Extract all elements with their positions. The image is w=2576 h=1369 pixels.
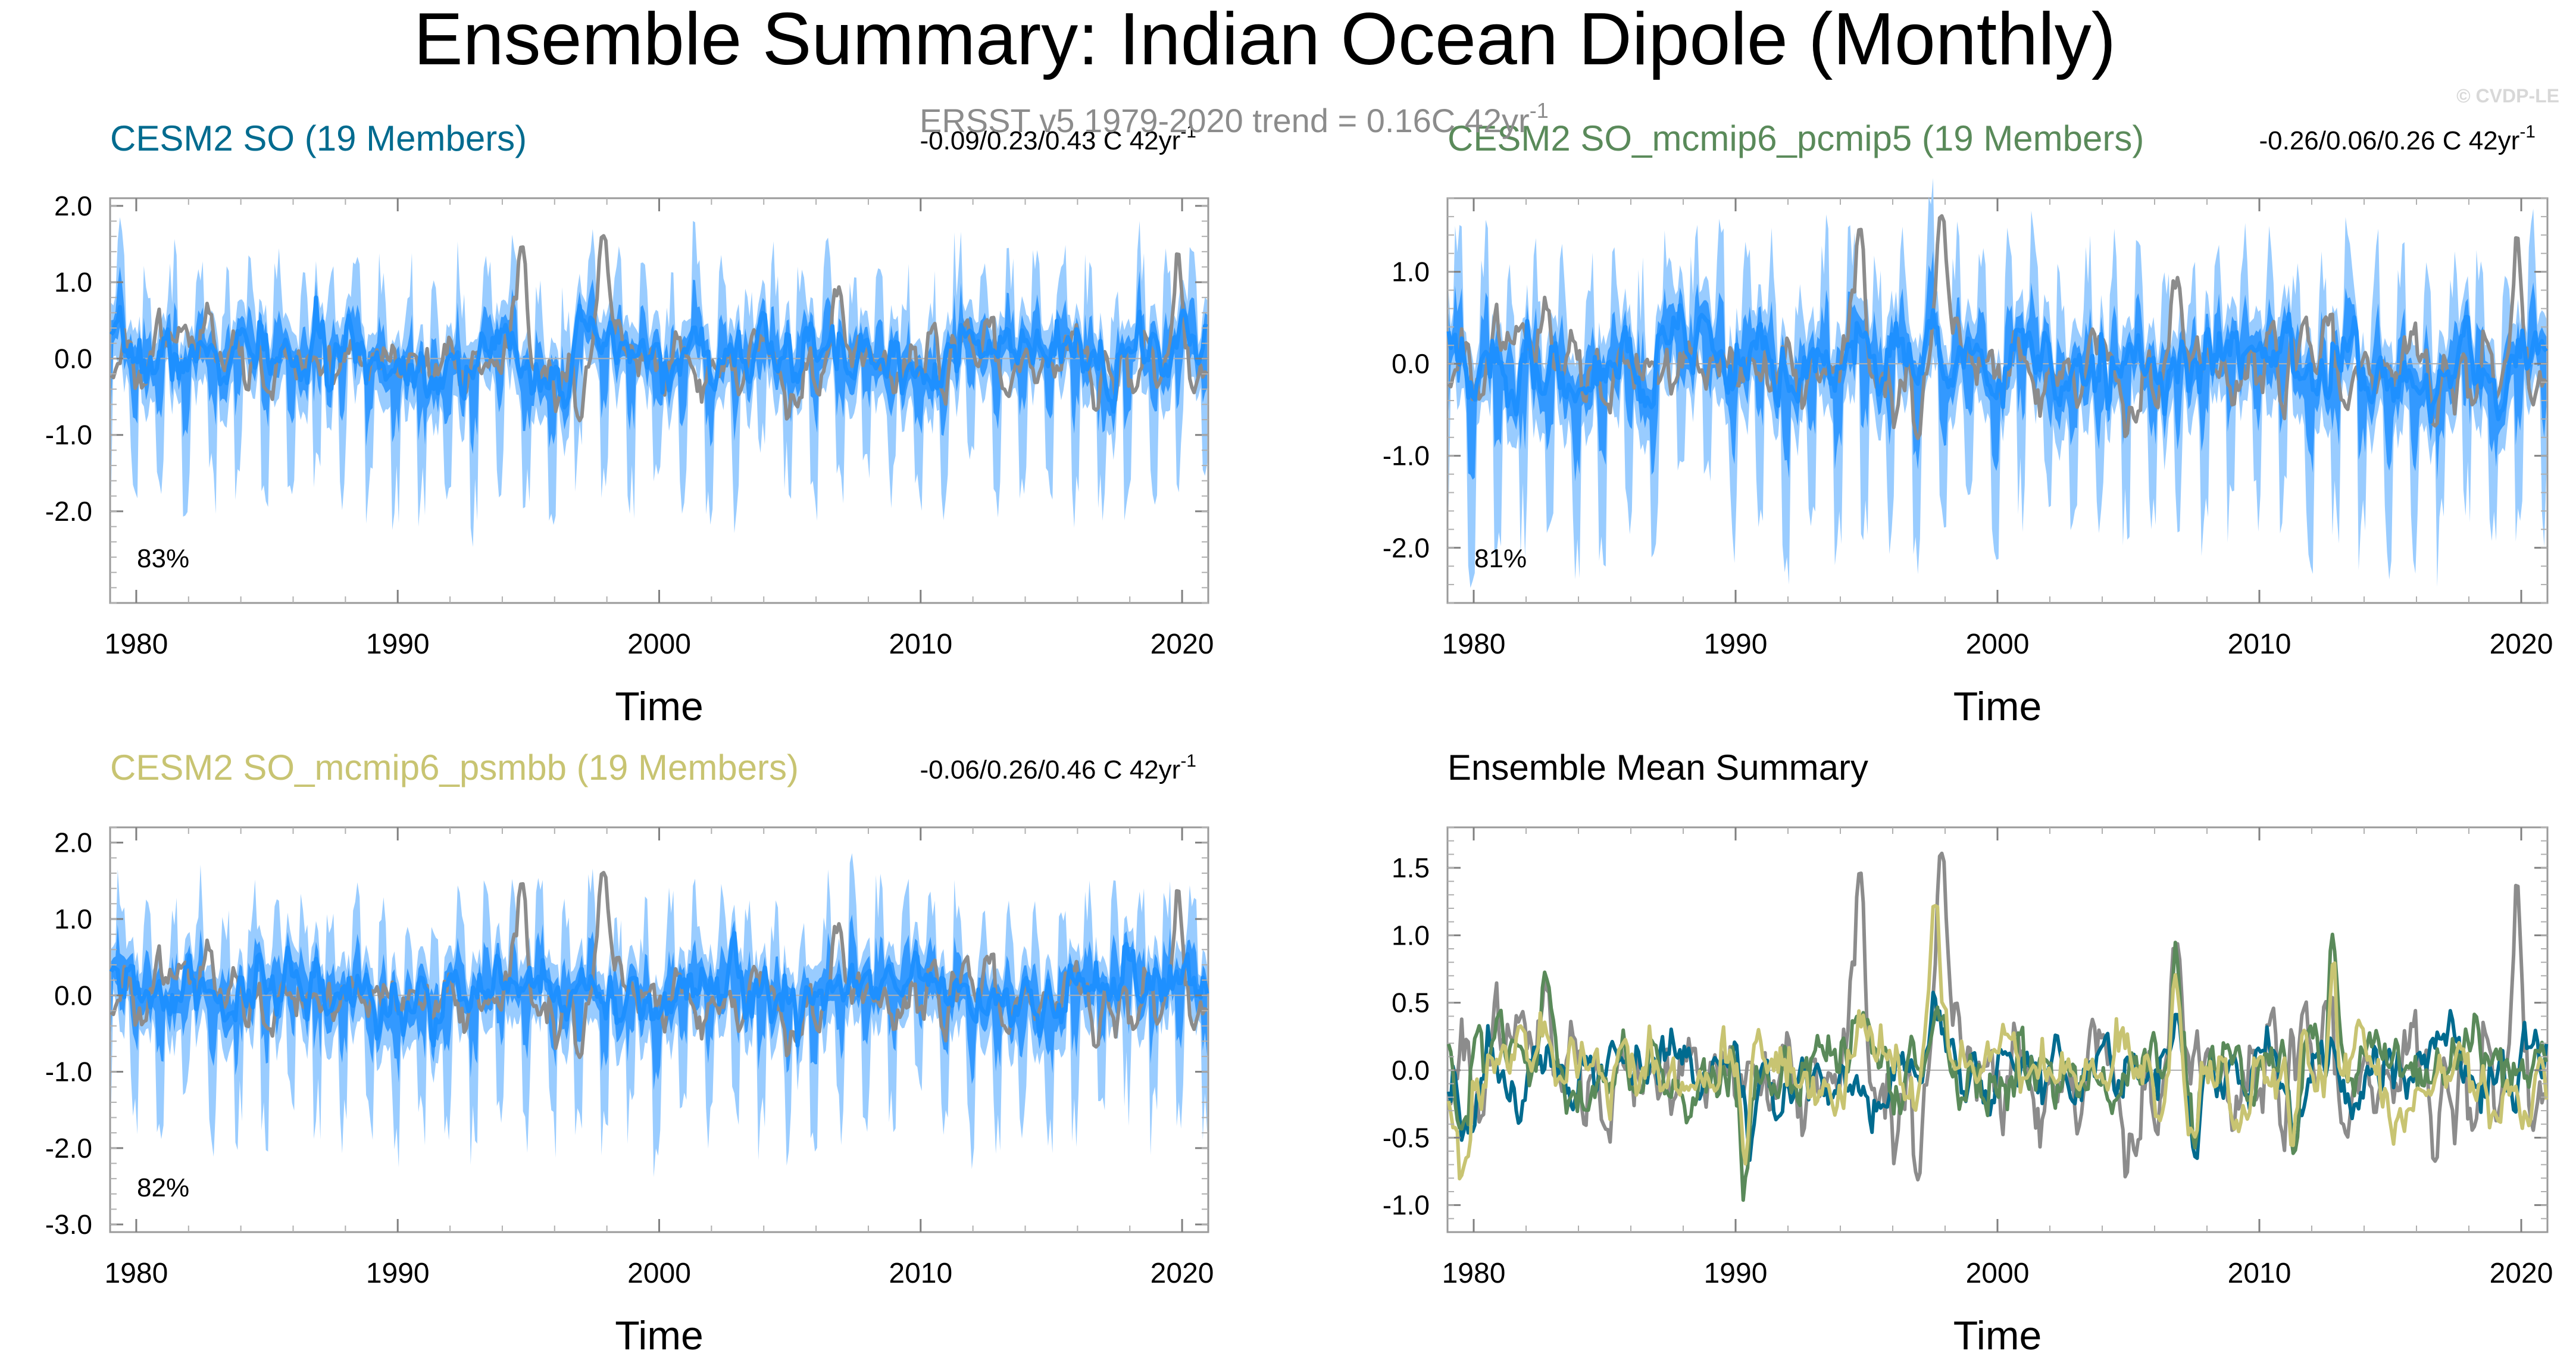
chart1-xtick-label: 1990 xyxy=(1704,629,1768,660)
chart0-ytick-label: 0.0 xyxy=(54,343,92,374)
chart3-xtick-label: 1980 xyxy=(1442,1258,1506,1289)
chart1-ensemble-mean-line xyxy=(1446,303,2548,424)
watermark: © CVDP-LE xyxy=(2456,85,2559,107)
chart1-ytick-label: -2.0 xyxy=(1383,532,1430,563)
chart0-xtick-label: 2010 xyxy=(889,629,952,660)
chart0-xlabel: Time xyxy=(615,684,704,729)
chart2-trend-label: -0.06/0.26/0.46 C 42yr-1 xyxy=(920,751,1196,784)
chart3-plot-frame xyxy=(1446,826,2549,1233)
chart2-xlabel: Time xyxy=(615,1313,704,1358)
chart1-trend-superscript: -1 xyxy=(2519,122,2536,142)
chart1-xtick-label: 2020 xyxy=(2490,629,2553,660)
chart0-trend-label: -0.09/0.23/0.43 C 42yr-1 xyxy=(920,122,1196,155)
chart2-xtick-label: 2020 xyxy=(1151,1258,1214,1289)
chart0-xtick-label: 2020 xyxy=(1151,629,1214,660)
chart0-trend-text: -0.09/0.23/0.43 C 42yr xyxy=(920,126,1180,155)
figure-title: Ensemble Summary: Indian Ocean Dipole (M… xyxy=(414,0,2116,80)
chart1-percent-label: 81% xyxy=(1474,544,1527,573)
chart0-ensemble-mean-line xyxy=(110,295,1208,414)
chart3-ytick-label: 0.5 xyxy=(1392,987,1430,1018)
chart3-xtick-label: 1990 xyxy=(1704,1258,1768,1289)
chart3-title: Ensemble Mean Summary xyxy=(1448,748,1868,787)
chart1-xlabel: Time xyxy=(1953,684,2042,729)
subtitle-superscript: -1 xyxy=(1530,98,1549,123)
chart0-ytick-label: -2.0 xyxy=(45,496,92,527)
chart0-xtick-label: 2000 xyxy=(627,629,691,660)
chart1-band-inner xyxy=(1448,251,2547,482)
chart3-observed-line xyxy=(1447,851,2548,1182)
chart2-ytick-label: -1.0 xyxy=(45,1057,92,1087)
chart0-percent-label: 83% xyxy=(137,544,189,573)
chart2-trend-text: -0.06/0.26/0.46 C 42yr xyxy=(920,755,1180,784)
panel-cesm2-so: CESM2 SO (19 Members) -0.09/0.23/0.43 C 4… xyxy=(45,118,1214,729)
chart3-series-line-2 xyxy=(1446,932,2549,1202)
chart2-title: CESM2 SO_mcmip6_psmbb (19 Members) xyxy=(110,748,799,787)
chart2-ensemble-mean-line xyxy=(109,931,1209,1048)
chart3-series-line-3 xyxy=(1446,904,2549,1181)
chart2-ytick-label: -2.0 xyxy=(45,1133,92,1164)
chart1-trend-label: -0.26/0.06/0.26 C 42yr-1 xyxy=(2259,122,2536,155)
chart0-ytick-label: 1.0 xyxy=(54,267,92,298)
chart3-ytick-label: 1.5 xyxy=(1392,852,1430,883)
chart2-xtick-label: 1980 xyxy=(105,1258,168,1289)
chart0-xtick-label: 1980 xyxy=(105,629,168,660)
chart1-ytick-label: 1.0 xyxy=(1392,257,1430,287)
chart2-ytick-label: 1.0 xyxy=(54,904,92,934)
chart3-xlabel: Time xyxy=(1953,1313,2042,1358)
chart1-trend-text: -0.26/0.06/0.26 C 42yr xyxy=(2259,126,2519,155)
chart1-ytick-label: -1.0 xyxy=(1383,440,1430,471)
chart2-xtick-label: 2000 xyxy=(627,1258,691,1289)
chart3-series-line-1 xyxy=(1446,990,2549,1162)
chart2-ytick-label: -3.0 xyxy=(45,1209,92,1240)
panel-cesm2-so-mcmip6-pcmip5: CESM2 SO_mcmip6_pcmip5 (19 Members) -0.26… xyxy=(1383,118,2553,729)
chart2-trend-superscript: -1 xyxy=(1180,751,1196,771)
chart2-band-inner xyxy=(111,914,1208,1090)
chart1-title: CESM2 SO_mcmip6_pcmip5 (19 Members) xyxy=(1448,118,2144,158)
chart3-ytick-label: 0.0 xyxy=(1392,1055,1430,1086)
chart0-trend-superscript: -1 xyxy=(1180,122,1196,142)
chart2-ytick-label: 0.0 xyxy=(54,980,92,1011)
chart2-ytick-label: 2.0 xyxy=(54,827,92,858)
subtitle-text: ERSST v5 1979-2020 trend = 0.16C 42yr xyxy=(920,102,1530,139)
chart1-ytick-label: 0.0 xyxy=(1392,348,1430,379)
panel-cesm2-so-mcmip6-psmbb: CESM2 SO_mcmip6_psmbb (19 Members) -0.06/… xyxy=(45,748,1214,1358)
chart3-xtick-label: 2010 xyxy=(2228,1258,2291,1289)
chart0-title: CESM2 SO (19 Members) xyxy=(110,118,527,158)
chart3-ytick-label: 1.0 xyxy=(1392,920,1430,951)
chart3-ytick-label: -0.5 xyxy=(1383,1122,1430,1153)
chart3-xtick-label: 2020 xyxy=(2490,1258,2553,1289)
chart2-xtick-label: 2010 xyxy=(889,1258,952,1289)
chart1-xtick-label: 1980 xyxy=(1442,629,1506,660)
chart1-xtick-label: 2010 xyxy=(2228,629,2291,660)
chart1-xtick-label: 2000 xyxy=(1966,629,2030,660)
chart3-xtick-label: 2000 xyxy=(1966,1258,2030,1289)
chart2-xtick-label: 1990 xyxy=(366,1258,430,1289)
chart2-observed-line xyxy=(110,871,1209,1059)
figure-subtitle: ERSST v5 1979-2020 trend = 0.16C 42yr-1 xyxy=(920,98,1549,139)
chart0-ytick-label: 2.0 xyxy=(54,190,92,221)
chart0-xtick-label: 1990 xyxy=(366,629,430,660)
chart0-ytick-label: -1.0 xyxy=(45,420,92,451)
panel-ensemble-mean-summary: Ensemble Mean Summary -1.0 -0.5 0.0 0.5 1.0 1.… xyxy=(1383,748,2553,1358)
chart2-percent-label: 82% xyxy=(137,1173,189,1202)
chart3-ytick-label: -1.0 xyxy=(1383,1190,1430,1221)
